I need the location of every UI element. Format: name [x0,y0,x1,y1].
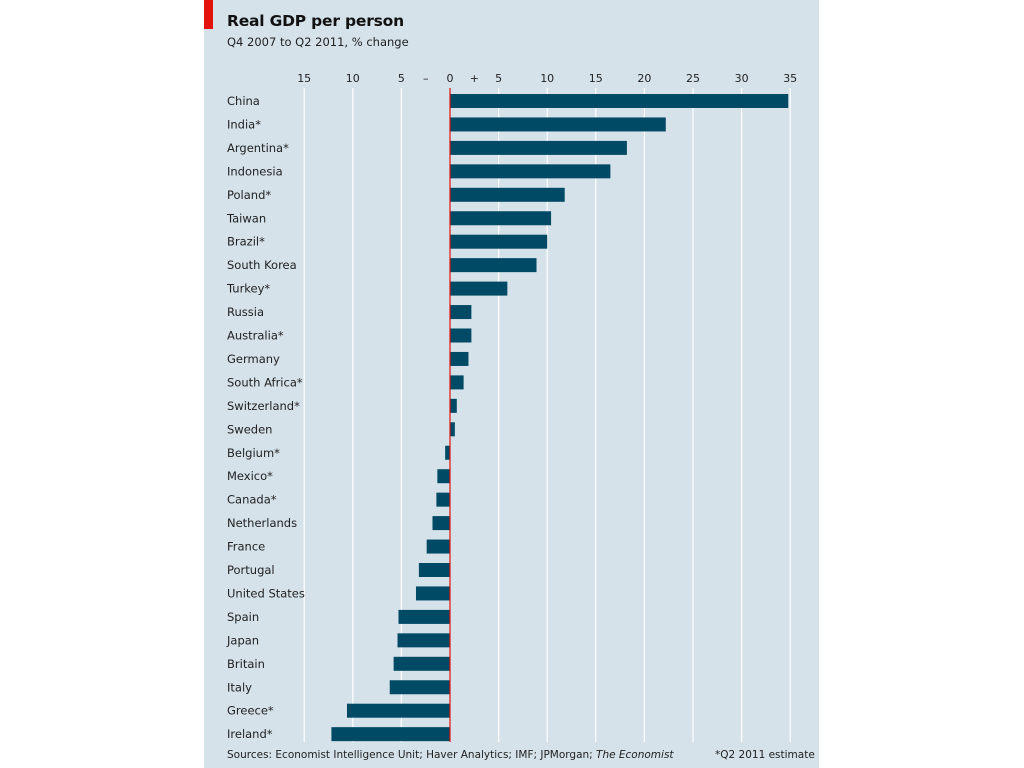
x-axis-ticks: 15 10 5 – 0 +5 10 15 20 25 30 35 [297,72,797,85]
category-label: Mexico* [227,469,273,483]
bar [418,563,450,577]
sources-text: Sources: Economist Intelligence Unit; Ha… [227,749,597,761]
bar [393,656,450,671]
category-label: Netherlands [227,516,297,530]
bar [450,328,472,343]
estimate-footnote: *Q2 2011 estimate [715,749,815,761]
category-label: Russia [227,305,264,319]
bar [397,633,450,648]
x-tick-label: – [423,72,429,85]
category-label: Japan [226,633,259,647]
category-label: Germany [227,352,280,366]
bar [450,422,455,437]
category-label: Turkey* [226,282,270,296]
category-label: Greece* [227,704,274,718]
category-label: United States [227,586,305,600]
category-label: India* [227,117,261,131]
sources-note: Sources: Economist Intelligence Unit; Ha… [227,749,674,761]
x-tick-label: 5 [398,72,405,85]
bar [450,351,469,366]
category-label: South Africa* [227,375,303,389]
category-label: China [227,94,260,108]
bar [450,94,789,108]
bar [450,211,552,226]
x-tick-label: 15 [589,72,603,85]
x-tick-label: 20 [637,72,651,85]
x-tick-label: 35 [783,72,797,85]
bar [450,305,472,320]
x-tick-label: 30 [735,72,749,85]
category-label: Indonesia [227,164,283,178]
bar [331,727,450,742]
category-label: France [227,540,265,554]
category-label: Ireland* [227,727,273,741]
bar [450,140,627,155]
x-tick-label: 5 [495,72,502,85]
chart-title: Real GDP per person [227,12,404,30]
x-tick-label: 10 [346,72,360,85]
bar [450,234,548,249]
category-label: Australia* [227,329,284,343]
brand-accent-bar [204,0,213,29]
bar [445,445,450,460]
x-tick-label: + [470,72,479,85]
bar [389,680,450,695]
gridlines [303,88,791,742]
category-labels: China India* Argentina* Indonesia Poland* Tai… [226,94,305,741]
category-label: Sweden [227,422,272,436]
category-label: South Korea [227,258,297,272]
bar [432,516,450,531]
category-label: Canada* [227,493,277,507]
category-label: Spain [227,610,259,624]
category-label: Portugal [227,563,275,577]
x-tick-label: 10 [540,72,554,85]
bar [415,586,450,601]
bar [450,187,565,202]
bar [437,469,450,484]
bar [346,703,450,718]
sources-publication: The Economist [596,749,674,761]
category-label: Britain [227,657,265,671]
bar [450,398,457,413]
x-tick-label: 25 [686,72,700,85]
category-label: Brazil* [227,235,265,249]
bar [450,117,666,132]
x-tick-label: 15 [297,72,311,85]
bar [398,609,450,624]
chart-subtitle: Q4 2007 to Q2 2011, % change [227,35,409,49]
bar [450,375,464,390]
x-tick-label: 0 [447,72,454,85]
bar [450,281,508,296]
category-label: Italy [227,680,252,694]
bar [426,539,450,554]
category-label: Taiwan [226,211,266,225]
category-label: Argentina* [227,141,289,155]
bar [436,492,450,507]
category-label: Switzerland* [227,399,300,413]
bar [450,258,537,273]
bar [450,164,611,179]
category-label: Poland* [227,188,271,202]
bars [331,94,789,742]
category-label: Belgium* [227,446,280,460]
